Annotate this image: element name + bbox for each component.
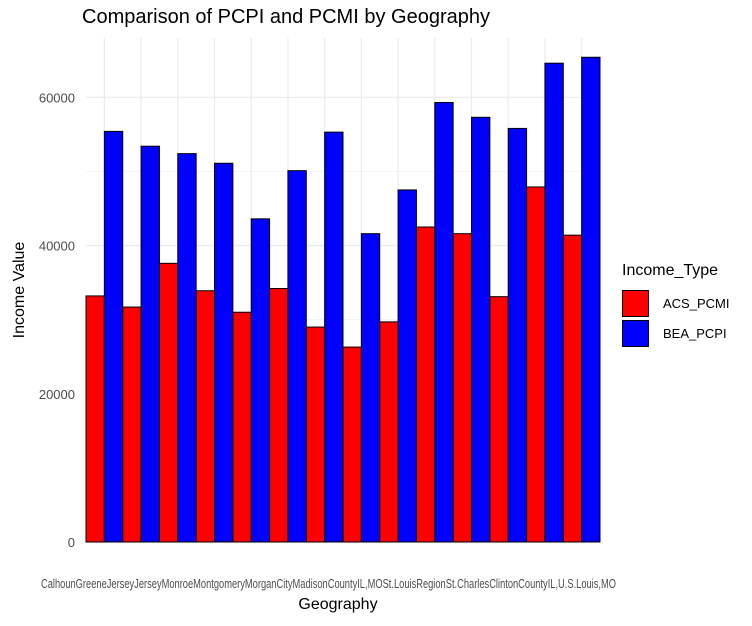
y-axis-title: Income Value — [11, 242, 28, 339]
bar-bea-pcpi — [214, 162, 234, 543]
bar-acs-pcmi — [122, 306, 142, 543]
bar-bea-pcpi — [397, 189, 417, 543]
bar-bea-pcpi — [544, 62, 564, 543]
bar-bea-pcpi — [360, 233, 381, 543]
bar-bea-pcpi — [140, 145, 160, 543]
x-tick-labels: CalhounGreeneJerseyJerseyMonroeMontgomer… — [41, 576, 616, 591]
legend-title: Income_Type — [622, 262, 719, 279]
bar-acs-pcmi — [379, 321, 399, 543]
bar-bea-pcpi — [177, 153, 197, 543]
y-tick-label: 40000 — [39, 239, 75, 254]
bar-acs-pcmi — [415, 226, 436, 543]
bar-acs-pcmi — [158, 262, 179, 543]
bar-acs-pcmi — [232, 311, 252, 543]
bar-acs-pcmi — [526, 186, 546, 543]
bar-bea-pcpi — [581, 56, 601, 543]
x-axis-title: Geography — [298, 596, 377, 613]
bar-acs-pcmi — [269, 288, 289, 543]
legend-label-acs: ACS_PCMI — [663, 295, 730, 311]
bar-bea-pcpi — [287, 170, 307, 543]
bar-bea-pcpi — [434, 101, 454, 543]
bar-bea-pcpi — [324, 131, 344, 543]
bar-acs-pcmi — [195, 290, 215, 543]
bar-acs-pcmi — [489, 296, 509, 543]
bar-acs-pcmi — [562, 234, 583, 543]
y-tick-label: 0 — [68, 535, 75, 550]
legend: Income_Type ACS_PCMI BEA_PCPI — [622, 262, 729, 348]
bar-acs-pcmi — [305, 326, 326, 543]
bar-bea-pcpi — [250, 218, 271, 543]
legend-label-bea: BEA_PCPI — [663, 325, 727, 341]
y-tick-label: 60000 — [39, 90, 75, 105]
legend-item-bea: BEA_PCPI — [622, 318, 729, 348]
bar-acs-pcmi — [452, 233, 472, 543]
bar-bea-pcpi — [507, 127, 528, 543]
legend-swatch-bea — [622, 319, 649, 347]
bar-bea-pcpi — [103, 130, 124, 543]
bar-acs-pcmi — [85, 295, 105, 543]
y-tick-label: 20000 — [39, 387, 75, 402]
bar-acs-pcmi — [342, 346, 362, 543]
legend-item-acs: ACS_PCMI — [622, 288, 729, 318]
legend-swatch-acs — [622, 289, 649, 317]
bar-bea-pcpi — [471, 116, 491, 543]
chart-title: Comparison of PCPI and PCMI by Geography — [82, 6, 490, 28]
